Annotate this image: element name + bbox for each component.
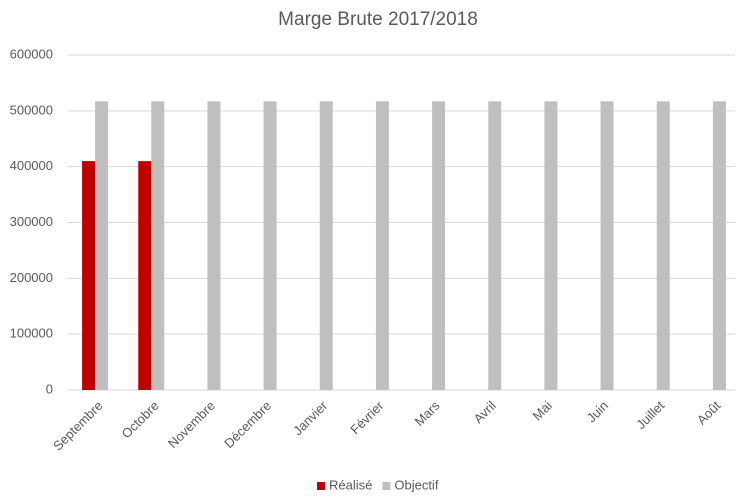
legend-swatch <box>382 482 391 490</box>
bar <box>432 101 446 390</box>
x-tick-label: Septembre <box>50 398 106 454</box>
bar <box>488 101 502 390</box>
y-tick-label: 500000 <box>10 102 53 117</box>
y-tick-label: 300000 <box>10 214 53 229</box>
x-tick-label: Avril <box>470 398 498 426</box>
bar <box>82 161 96 390</box>
x-tick-label: Novembre <box>165 398 218 451</box>
bar <box>95 101 109 390</box>
x-tick-label: Mai <box>530 398 555 423</box>
bar <box>151 101 165 390</box>
bar <box>712 101 726 390</box>
y-tick-label: 100000 <box>10 326 53 341</box>
y-tick-label: 400000 <box>10 158 53 173</box>
y-tick-label: 200000 <box>10 270 53 285</box>
x-tick-label: Janvier <box>290 397 331 438</box>
x-tick-label: Octobre <box>118 398 161 441</box>
bar <box>263 101 277 390</box>
x-tick-label: Février <box>347 397 387 437</box>
x-tick-label: Mars <box>412 398 443 429</box>
legend-label: Objectif <box>394 477 438 492</box>
bar <box>138 161 152 390</box>
legend-swatch <box>317 482 325 490</box>
y-tick-label: 600000 <box>10 46 53 61</box>
bar <box>319 101 333 390</box>
x-tick-label: Juillet <box>633 398 667 432</box>
legend-label: Réalisé <box>329 477 372 492</box>
y-tick-label: 0 <box>46 381 53 396</box>
x-tick-label: Décembre <box>221 398 274 451</box>
bar <box>375 101 389 390</box>
x-tick-label: Juin <box>584 398 611 425</box>
bar <box>656 101 670 390</box>
x-tick-label: Août <box>694 398 724 428</box>
chart-title: Marge Brute 2017/2018 <box>278 9 478 30</box>
bar <box>600 101 614 390</box>
bar <box>207 101 221 390</box>
bar <box>544 101 558 390</box>
